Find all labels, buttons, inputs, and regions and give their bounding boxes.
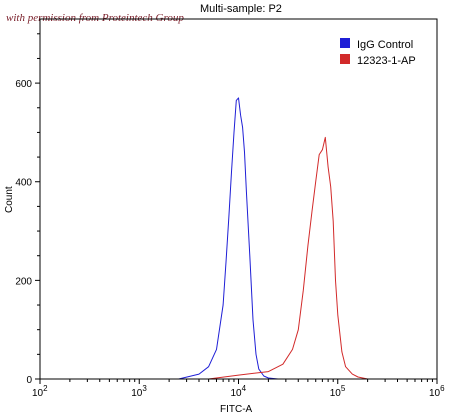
x-tick-label: 104 [231,384,247,399]
x-tick-label: 105 [330,384,346,399]
legend-swatch-igg-control [340,38,350,48]
x-tick-exponent: 4 [242,384,247,393]
y-tick-label: 200 [15,276,32,287]
chart-title: Multi-sample: P2 [200,3,282,15]
y-tick-label: 0 [26,375,32,386]
x-tick-label: 103 [131,384,147,399]
legend: IgG Control 12323-1-AP [340,38,416,67]
x-tick-exponent: 2 [43,384,48,393]
x-tick-base: 10 [231,388,243,399]
x-axis-label: FITC-A [220,404,253,415]
y-tick-label: 600 [15,79,32,90]
x-tick-base: 10 [330,388,342,399]
plot-frame [39,18,438,380]
y-axis-label: Count [4,186,15,213]
legend-label-igg-control: IgG Control [357,39,413,51]
x-tick-exponent: 3 [142,384,147,393]
series-line-1 [208,136,368,380]
watermark-text: with permission from Proteintech Group [6,12,184,24]
x-tick-base: 10 [429,388,441,399]
legend-swatch-12323-1-ap [340,54,350,64]
y-tick-label: 400 [15,178,32,189]
x-tick-base: 10 [32,388,44,399]
x-tick-base: 10 [131,388,143,399]
legend-label-12323-1-ap: 12323-1-AP [357,55,416,67]
x-tick-label: 102 [32,384,48,399]
series-layer [139,97,368,380]
x-tick-label: 106 [429,384,445,399]
x-tick-exponent: 6 [440,384,445,393]
x-tick-exponent: 5 [341,384,346,393]
series-line-0 [139,97,279,380]
